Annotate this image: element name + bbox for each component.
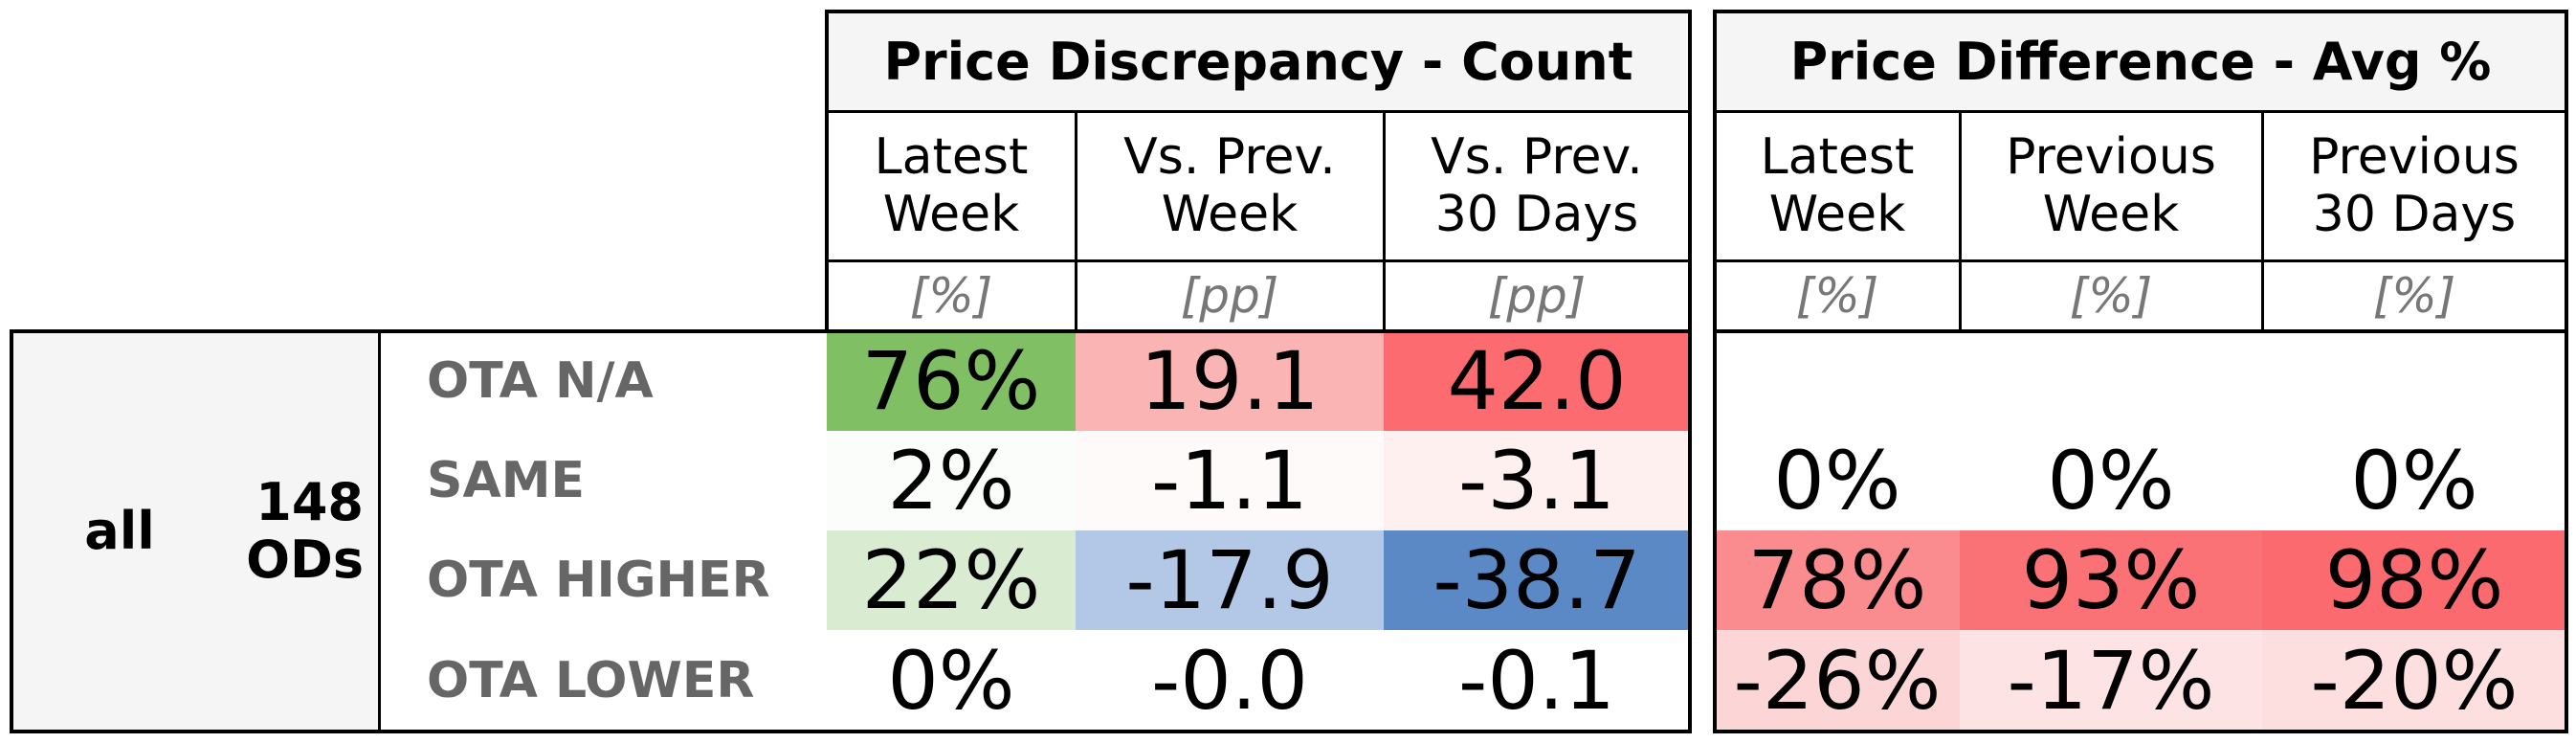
right-unit-latest-week: [%] [1795,268,1879,324]
right-header-divider-1 [1715,110,2566,113]
right-col-header-previous-week: Previous Week [2006,128,2216,243]
right-value-ota-na-previous-week [1960,331,2262,431]
right-col-header-previous-30-days: Previous 30 Days [2309,128,2520,243]
right-header-col-divider-2 [2261,111,2264,331]
left-col-header-vs-prev-30-days: Vs. Prev. 30 Days [1431,128,1643,243]
left-value-same-latest-week: 2% [827,431,1076,530]
left-unit-vs-prev-30-days: [pp] [1487,268,1587,324]
right-value-ota-higher-previous-30-days: 98% [2262,530,2566,630]
left-value-ota-na-vs-prev-week: 19.1 [1076,331,1384,431]
group-name: all [84,501,155,561]
left-value-ota-higher-vs-prev-30-days: -38.7 [1384,530,1690,630]
left-header-divider-1 [827,110,1690,113]
left-value-ota-na-vs-prev-30-days: 42.0 [1384,331,1690,431]
right-value-ota-higher-previous-week: 93% [1960,530,2262,630]
row-label-same: SAME [427,452,585,509]
left-header-col-divider-2 [1383,111,1386,331]
right-value-same-previous-30-days: 0% [2262,431,2566,530]
left-panel-title: Price Discrepancy - Count [827,11,1690,111]
left-unit-vs-prev-week: [pp] [1180,268,1279,324]
right-value-ota-lower-previous-week: -17% [1960,630,2262,732]
right-value-same-latest-week: 0% [1715,431,1960,530]
right-value-ota-na-previous-30-days [2262,331,2566,431]
left-value-ota-lower-latest-week: 0% [827,630,1076,732]
left-value-ota-lower-vs-prev-30-days: -0.1 [1384,630,1690,732]
left-value-ota-na-latest-week: 76% [827,331,1076,431]
right-unit-previous-week: [%] [2069,268,2153,324]
left-value-same-vs-prev-30-days: -3.1 [1384,431,1690,530]
left-value-same-vs-prev-week: -1.1 [1076,431,1384,530]
left-header-divider-2 [827,259,1690,262]
row-label-ota-na: OTA N/A [427,352,654,410]
left-unit-latest-week: [%] [909,268,993,324]
row-label-ota-lower: OTA LOWER [427,652,755,709]
right-value-ota-lower-previous-30-days: -20% [2262,630,2566,732]
left-header-border [825,10,1692,333]
right-unit-previous-30-days: [%] [2372,268,2456,324]
group-count: 148 ODs [246,472,364,590]
right-value-ota-higher-latest-week: 78% [1715,530,1960,630]
left-col-header-vs-prev-week: Vs. Prev. Week [1123,128,1336,243]
left-value-ota-higher-vs-prev-week: -17.9 [1076,530,1384,630]
left-value-ota-higher-latest-week: 22% [827,530,1076,630]
right-panel-title: Price Difference - Avg % [1715,11,2566,111]
right-header-divider-2 [1715,259,2566,262]
left-header-col-divider-1 [1075,111,1077,331]
row-label-ota-higher: OTA HIGHER [427,552,770,609]
group-label-divider [378,331,381,732]
right-value-ota-na-latest-week [1715,331,1960,431]
right-value-same-previous-week: 0% [1960,431,2262,530]
group-label-background [11,331,379,732]
right-header-border [1713,10,2568,333]
right-value-ota-lower-latest-week: -26% [1715,630,1960,732]
left-value-ota-lower-vs-prev-week: -0.0 [1076,630,1384,732]
left-col-header-latest-week: Latest Week [874,128,1029,243]
right-body-border [1713,329,2568,733]
right-col-header-latest-week: Latest Week [1760,128,1915,243]
left-body-border [10,329,1692,733]
right-header-col-divider-1 [1959,111,1962,331]
